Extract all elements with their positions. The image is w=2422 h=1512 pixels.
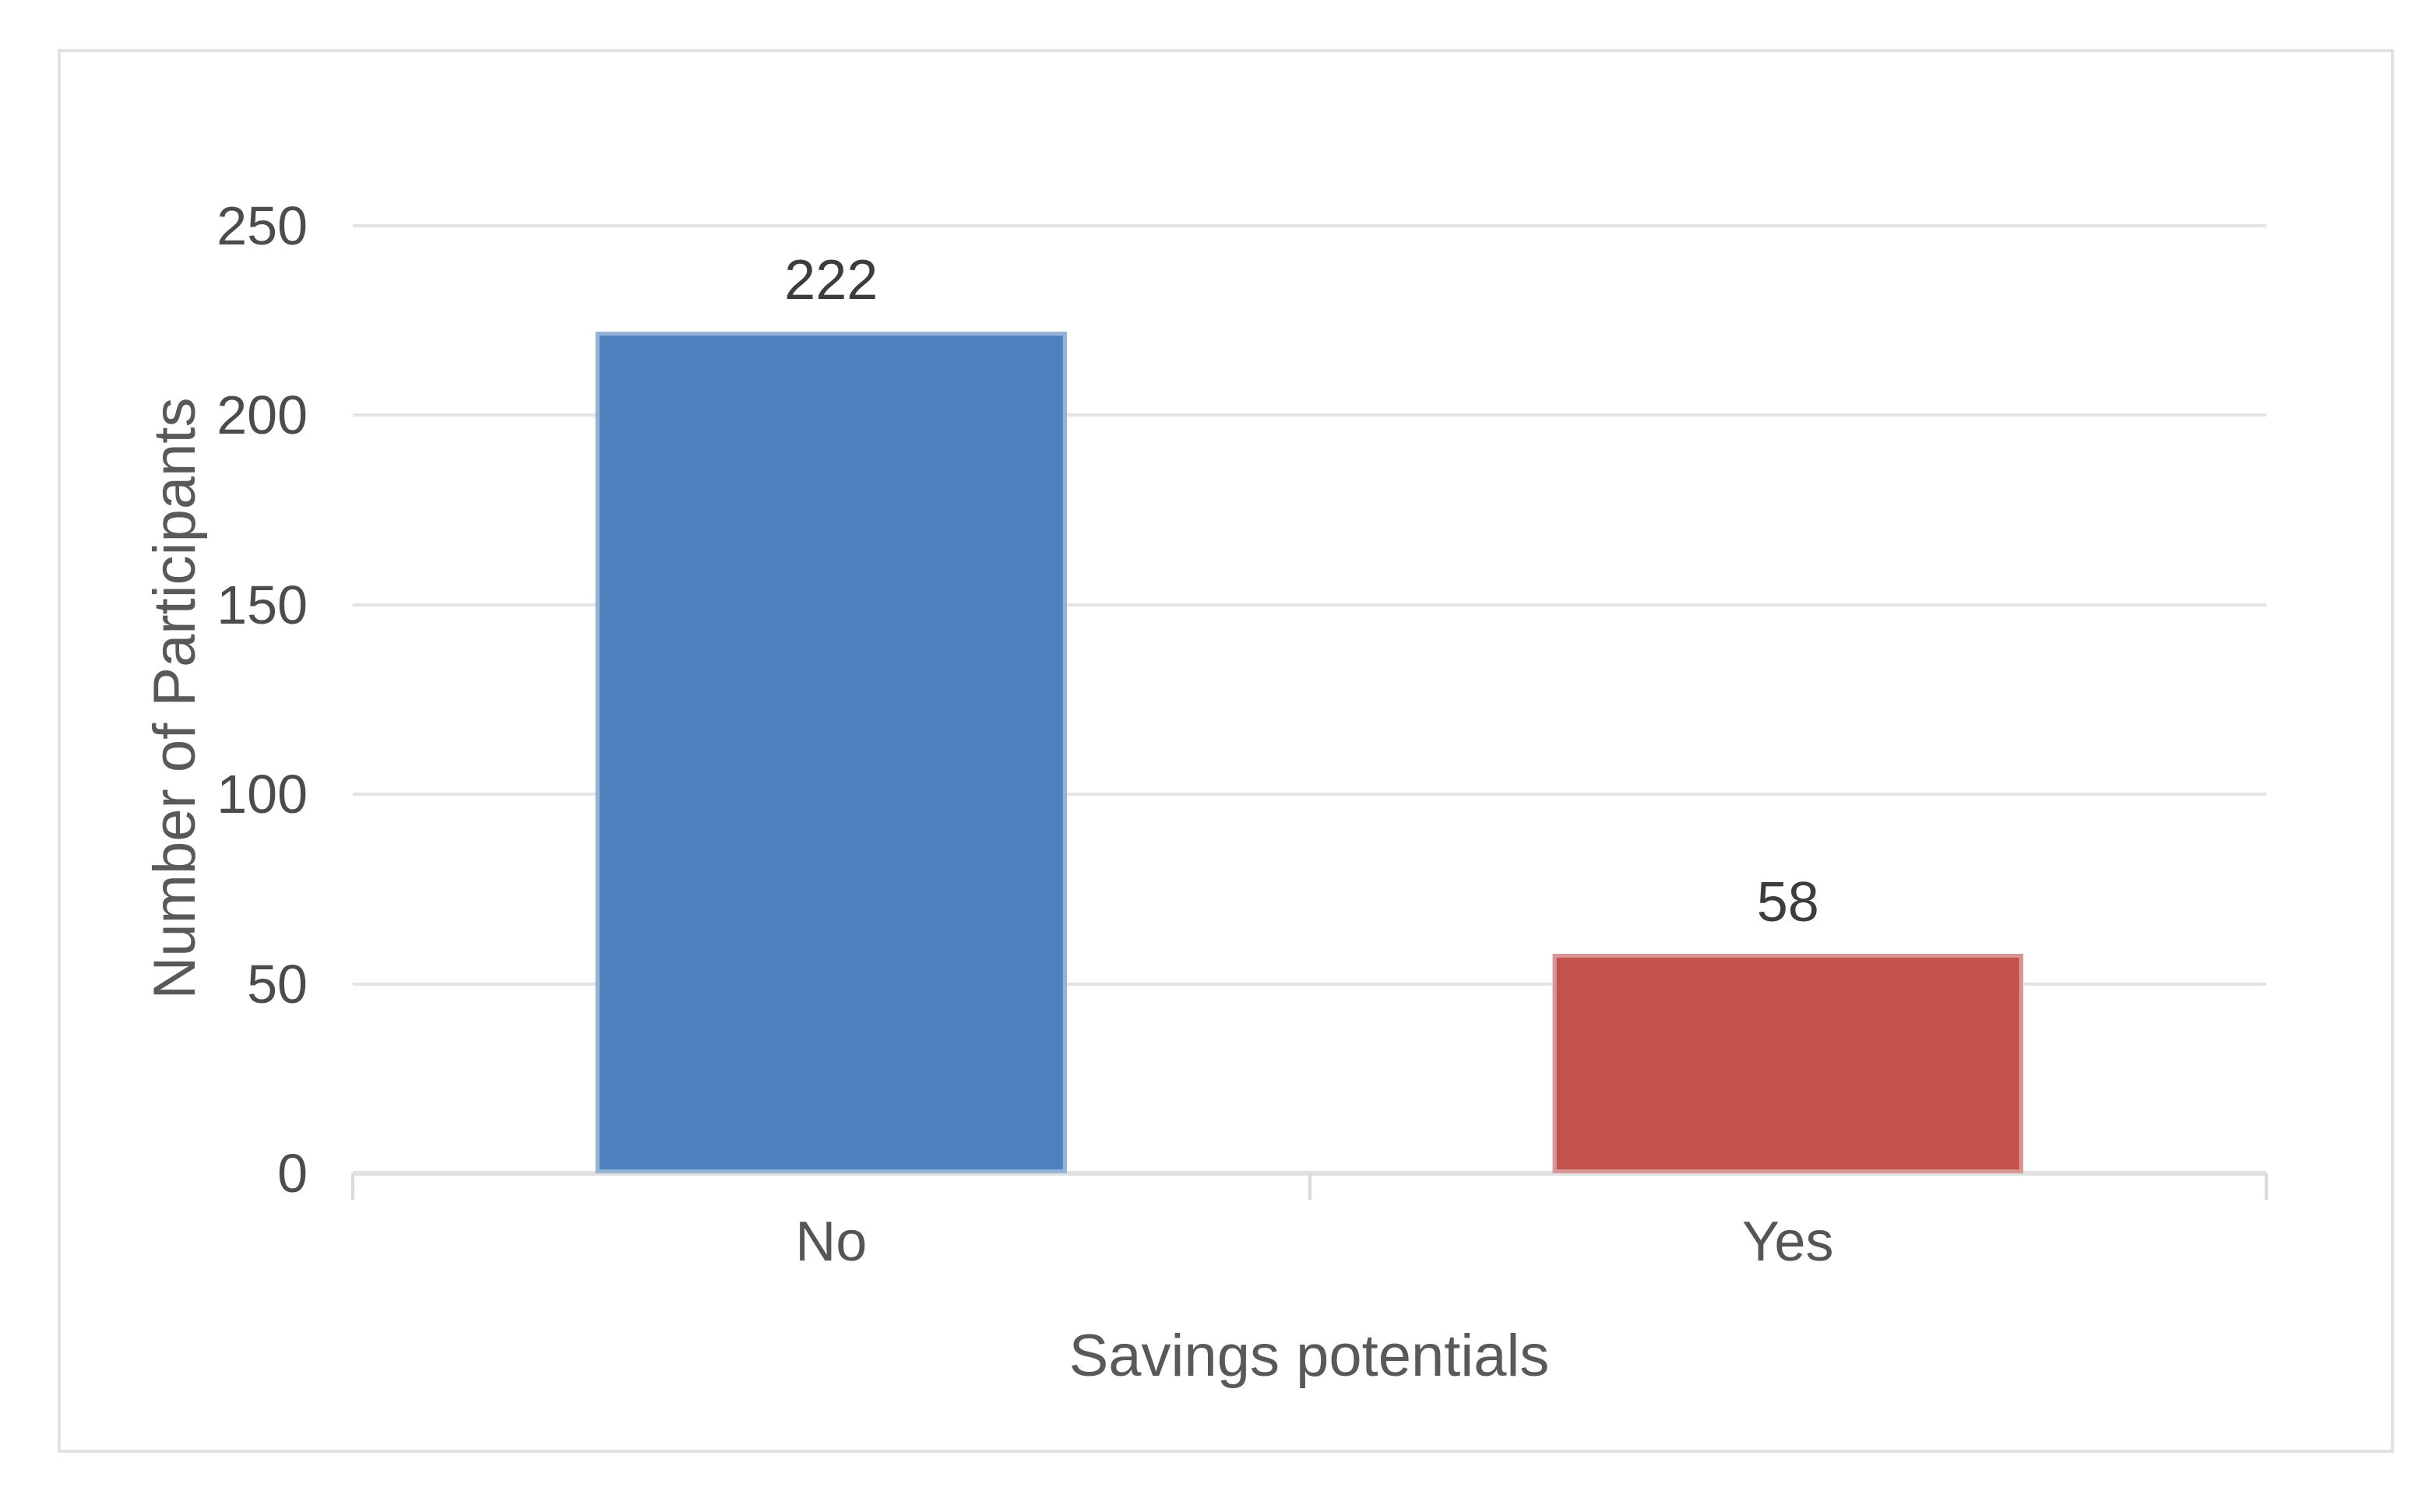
bar-yes (1552, 953, 2023, 1173)
y-tick-label-100: 100 (217, 764, 308, 825)
bar-value-label-no: 222 (784, 249, 878, 312)
y-tick-label-0: 0 (277, 1143, 308, 1204)
gridline-y-150 (353, 603, 2266, 607)
x-axis-title: Savings potentials (1068, 1323, 1550, 1389)
y-axis-title: Number of Participants (142, 397, 208, 1000)
x-axis-tick-2 (2265, 1173, 2268, 1200)
category-label-yes: Yes (1742, 1211, 1834, 1273)
plot-area: 0 50 100 150 200 250 222 No 58 Yes (217, 199, 2268, 1270)
category-label-no: No (795, 1211, 868, 1273)
x-axis-tick-0 (351, 1173, 354, 1200)
gridline-y-50 (353, 982, 2266, 986)
bar-value-label-yes: 58 (1756, 870, 1819, 934)
y-tick-label-150: 150 (217, 574, 308, 635)
x-axis-tick-1 (1308, 1173, 1311, 1200)
bar-no (596, 332, 1067, 1173)
y-tick-label-200: 200 (217, 385, 308, 446)
y-tick-label-250: 250 (217, 195, 308, 256)
chart-frame (58, 49, 2394, 1453)
gridline-y-100 (353, 793, 2266, 796)
gridline-y-200 (353, 413, 2266, 417)
gridline-y-250 (353, 224, 2266, 227)
y-tick-label-50: 50 (247, 953, 308, 1014)
